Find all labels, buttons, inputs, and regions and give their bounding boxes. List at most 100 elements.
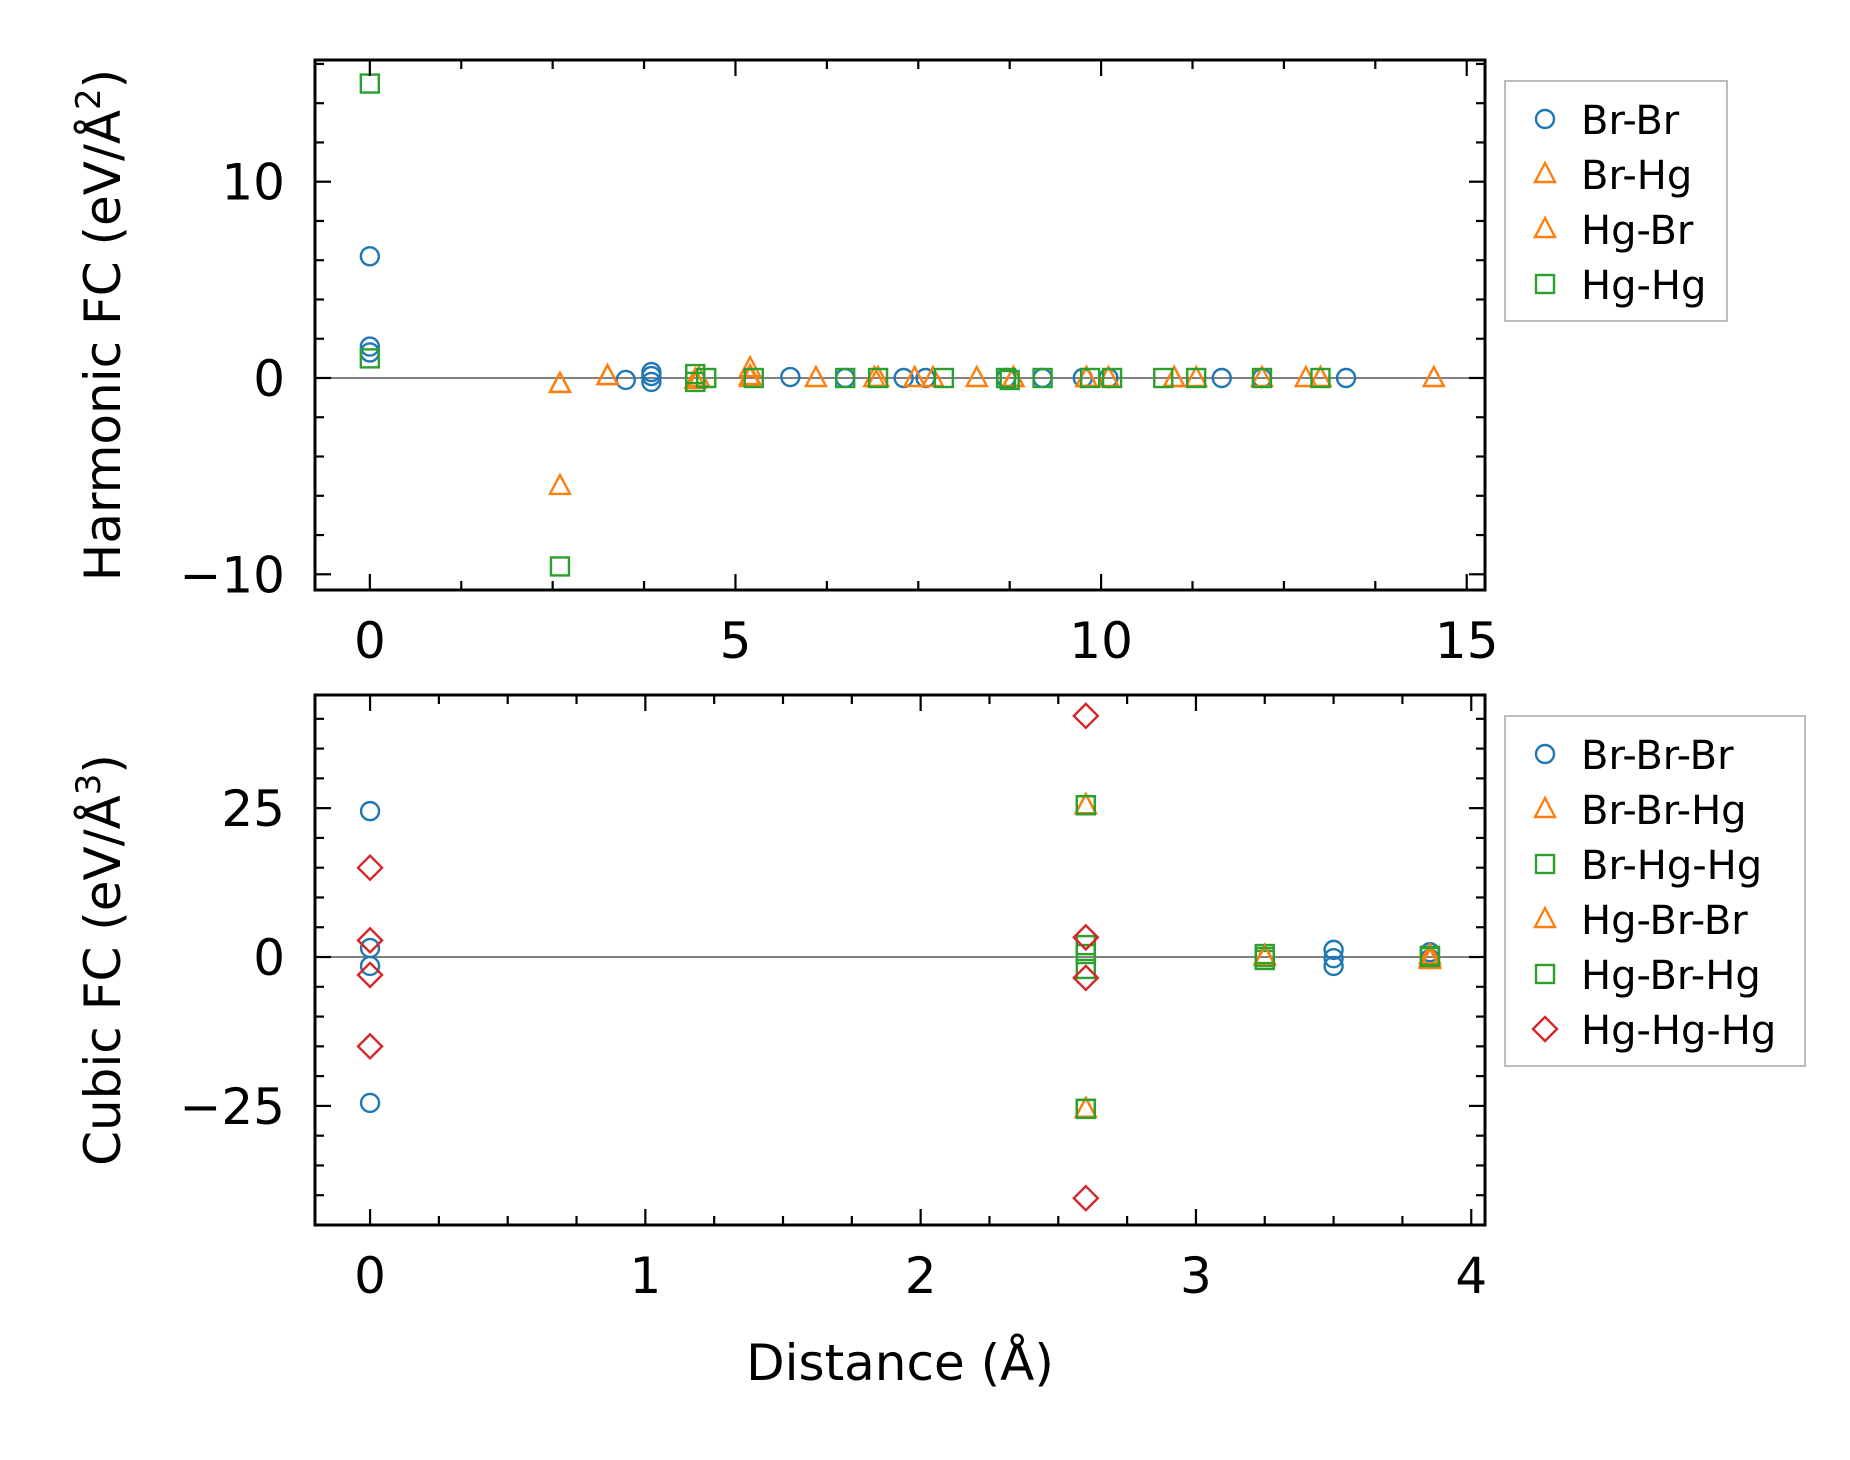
x-tick-label: 5 (720, 612, 752, 670)
x-tick-label: 0 (354, 612, 386, 670)
cubic-plot-frame (313, 693, 1487, 1227)
legend-box (1504, 80, 1728, 322)
legend-label: Br-Br (1581, 98, 1680, 144)
marker-hg-hg (1032, 367, 1053, 389)
cubic-ticks: 0 1 2 3 4 −25 0 25 (179, 695, 1487, 1305)
marker-hg-br-hg (1254, 946, 1275, 968)
marker-br-hg (964, 364, 989, 388)
marker-br-hg (902, 364, 927, 388)
marker-hg-hg-hg (1072, 702, 1100, 730)
marker-br-hg (547, 370, 572, 394)
marker-hg-hg (1310, 367, 1331, 389)
legend-marker (1534, 743, 1556, 765)
marker-br-br (359, 336, 381, 357)
marker-hg-hg-hg (1072, 923, 1100, 952)
marker-br-br (780, 366, 801, 388)
marker-hg-hg (1185, 367, 1207, 389)
marker-hg-hg (685, 371, 706, 393)
cubic-y-axis-label-main: Cubic FC (eV/Å (74, 795, 132, 1166)
harmonic-y-axis-label-superscript: 2 (69, 88, 109, 110)
marker-hg-hg (999, 369, 1020, 391)
cubic-data-markers (356, 702, 1442, 1212)
marker-br-br (615, 369, 636, 391)
legend-marker (1534, 108, 1556, 130)
x-tick-label: 2 (905, 1247, 937, 1305)
marker-hg-br (595, 362, 620, 386)
y-tick-label: 10 (221, 154, 285, 212)
x-tick-label: 3 (1180, 1247, 1212, 1305)
marker-br-hg (547, 472, 572, 496)
legend-label: Hg-Br (1581, 208, 1694, 254)
marker-hg-br-hg (1075, 794, 1097, 816)
x-tick-label: 10 (1069, 612, 1133, 670)
legend-label: Hg-Br-Br (1581, 898, 1748, 944)
marker-hg-hg-hg (356, 1032, 384, 1061)
legend-marker (1534, 853, 1556, 875)
cubic-y-axis-label: Cubic FC (eV/Å3) (69, 754, 132, 1166)
harmonic-legend: Br-Br Br-Hg Hg-Br Hg-Hg (1504, 80, 1728, 322)
marker-br-br-br (359, 937, 381, 959)
harmonic-fc-panel: 0 5 10 15 −10 0 10 Harmonic FC (eV/Å2) Br-BrBr… (69, 58, 1728, 670)
x-tick-label: 4 (1455, 1247, 1487, 1305)
legend-label: Br-Hg-Hg (1581, 843, 1762, 889)
marker-br-br (641, 365, 662, 387)
marker-hg-hg (743, 367, 764, 389)
legend-marker (1534, 273, 1556, 295)
cubic-y-axis-label-superscript: 3 (69, 774, 109, 796)
marker-hg-hg (359, 73, 381, 94)
marker-hg-br-hg (1419, 946, 1441, 968)
marker-br-br-br (359, 800, 381, 822)
x-axis-label: Distance (Å) (746, 1334, 1054, 1392)
marker-br-br-br (359, 1092, 381, 1114)
marker-hg-br-hg (1075, 1098, 1097, 1120)
marker-hg-hg (867, 367, 889, 389)
y-tick-label: 0 (253, 350, 285, 408)
harmonic-y-axis-label-main: Harmonic FC (eV/Å (74, 110, 132, 581)
y-tick-label: 0 (253, 929, 285, 987)
harmonic-y-axis-label-end: ) (74, 69, 132, 89)
marker-br-br-br (1323, 939, 1344, 961)
marker-br-br-br (359, 955, 381, 977)
marker-br-br-br (1323, 948, 1344, 969)
harmonic-data-markers (359, 73, 1446, 577)
marker-hg-hg (1153, 367, 1174, 389)
legend-marker (1531, 1015, 1559, 1043)
legend-label: Br-Br-Br (1581, 733, 1734, 779)
legend-marker (1534, 963, 1556, 985)
marker-hg-hg-hg (356, 853, 384, 882)
legend-marker (1533, 795, 1557, 819)
y-tick-label: −25 (179, 1078, 285, 1136)
marker-hg-hg (1101, 367, 1123, 389)
legend-label: Hg-Br-Hg (1581, 953, 1761, 999)
x-tick-label: 15 (1435, 612, 1499, 670)
marker-hg-br-hg (1075, 943, 1097, 965)
y-tick-label: 25 (221, 780, 285, 838)
marker-hg-hg-hg (356, 961, 384, 989)
marker-br-hg (683, 366, 708, 390)
marker-br-br (1211, 367, 1232, 389)
marker-hg-hg (549, 556, 571, 577)
marker-hg-hg (1251, 367, 1273, 389)
marker-hg-hg (696, 367, 717, 389)
legend-label: Br-Br-Hg (1581, 788, 1747, 834)
x-tick-label: 0 (354, 1247, 386, 1305)
harmonic-y-axis-label: Harmonic FC (eV/Å2) (69, 69, 132, 581)
legend-label: Hg-Hg-Hg (1581, 1008, 1776, 1054)
marker-hg-hg (834, 367, 856, 389)
y-tick-label: −10 (179, 546, 285, 604)
marker-br-br (641, 371, 662, 393)
harmonic-ticks: 0 5 10 15 −10 0 10 (179, 60, 1499, 670)
marker-br-br (1335, 367, 1357, 389)
legend-marker (1533, 215, 1557, 239)
legend-box (1504, 715, 1806, 1067)
harmonic-plot-frame (313, 58, 1487, 592)
marker-br-hg-hg (1075, 958, 1097, 980)
legend-marker (1533, 160, 1557, 184)
marker-hg-hg (995, 367, 1017, 389)
legend-marker (1533, 905, 1557, 929)
marker-hg-hg-hg (1072, 1184, 1100, 1212)
marker-hg-br (547, 370, 572, 394)
marker-hg-hg-hg (356, 926, 384, 955)
